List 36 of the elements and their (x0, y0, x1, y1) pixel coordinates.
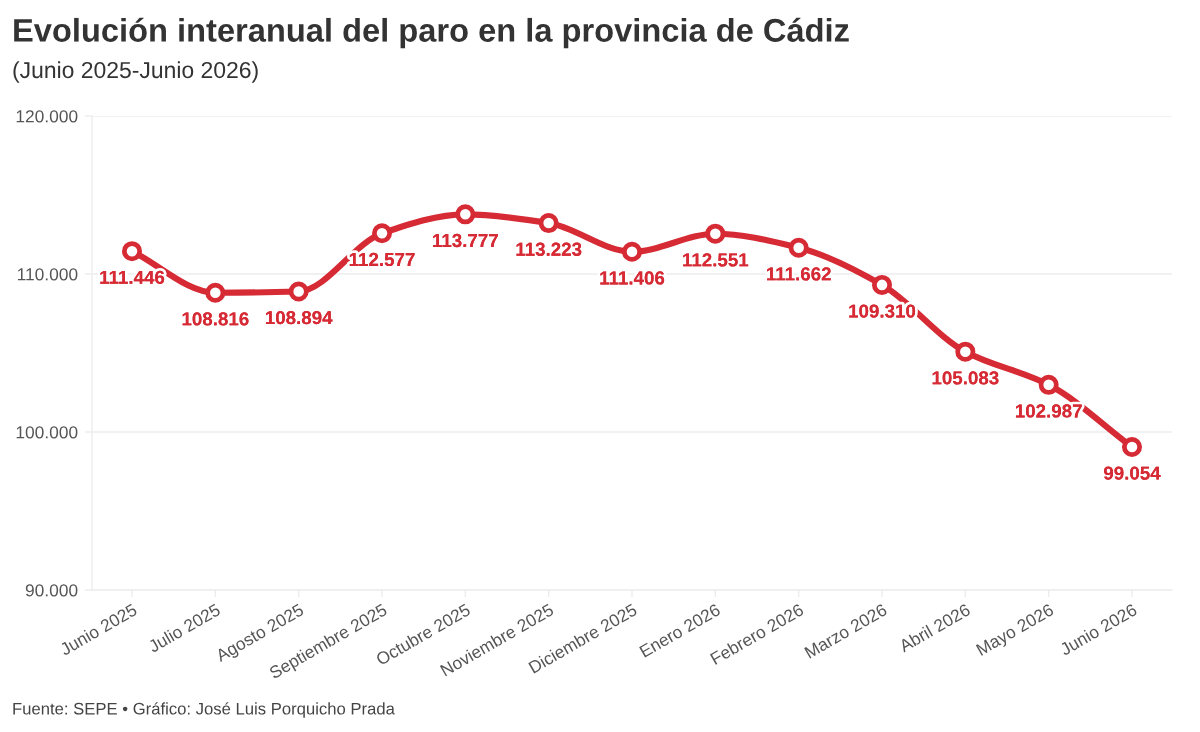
point (955, 341, 976, 362)
chart-title: Evolución interanual del paro en la provincia de Cádiz (14, 17, 849, 49)
x-tick-label: Junio 2025 (58, 602, 138, 656)
data-label: 112.577 (349, 252, 415, 267)
point (122, 241, 142, 262)
x-tick-label: Junio 2026 (1058, 602, 1138, 656)
data-label: 113.777 (433, 233, 498, 248)
data-label: 111.406 (600, 271, 665, 285)
data-label: 112.551 (683, 253, 749, 267)
y-tick-label: 110.000 (17, 268, 78, 281)
data-label: 102.987 (1015, 404, 1082, 418)
point (622, 241, 642, 262)
point (205, 282, 226, 303)
data-label: 108.894 (265, 311, 333, 325)
data-label: 111.446 (100, 270, 165, 284)
point (705, 223, 726, 244)
data-label: 105.083 (932, 371, 999, 385)
point (372, 223, 392, 244)
data-label: 99.054 (1103, 466, 1161, 480)
data-label: 108.816 (182, 312, 249, 326)
y-tick-label: 90.000 (25, 584, 78, 597)
y-tick-label: 100.000 (16, 426, 78, 439)
point (1038, 374, 1059, 395)
data-label: 113.223 (516, 242, 582, 256)
x-tick-label: Abril 2026 (897, 602, 972, 653)
point (1122, 436, 1142, 457)
point (538, 213, 559, 234)
source-note: Fuente: SEPE • Gráfico: José Luis Porquicho Prada (13, 702, 395, 718)
chart-subtitle: (Junio 2025-Junio 2026) (13, 61, 258, 83)
y-tick-label: 120.000 (16, 110, 78, 123)
point (872, 274, 892, 295)
x-tick-label: Mayo 2026 (975, 603, 1057, 659)
point (788, 237, 809, 258)
point (288, 281, 309, 302)
data-label: 111.662 (766, 267, 831, 281)
point (455, 204, 476, 225)
